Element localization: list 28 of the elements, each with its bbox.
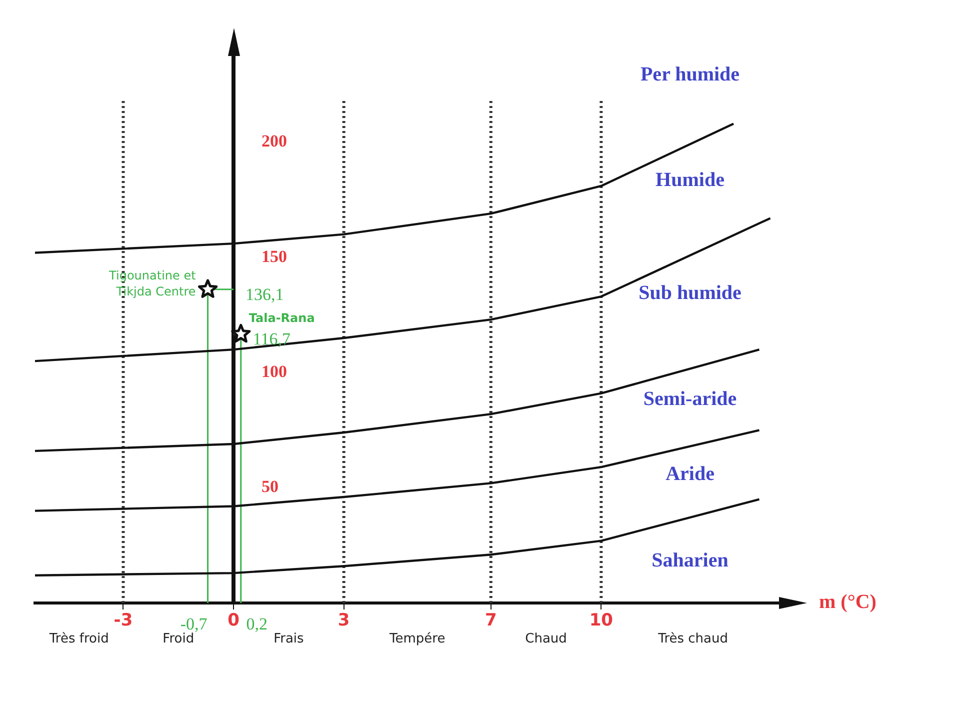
x-tick-label: 3 xyxy=(338,610,350,631)
annotation: 0,2 xyxy=(246,614,268,634)
x-tick-label: 10 xyxy=(589,610,614,631)
y-tick-label: 100 xyxy=(262,362,288,381)
y-tick-label: 200 xyxy=(262,132,288,151)
text: Tempére xyxy=(388,631,446,646)
series-label: Tala-Rana xyxy=(248,311,315,326)
text: Chaud xyxy=(525,631,567,646)
annotation: Per humide xyxy=(640,63,740,86)
x-tick-label: -3 xyxy=(114,610,133,631)
y-tick-label: 50 xyxy=(262,477,279,496)
y-tick-label: 150 xyxy=(262,246,288,266)
data-label: 136,1 xyxy=(246,284,284,304)
text: Froid xyxy=(162,631,194,646)
x-tick-label: 0 xyxy=(228,610,240,631)
annotation: Semi-aride xyxy=(643,388,737,410)
annotation: Humide xyxy=(656,169,725,192)
annotation: Saharien xyxy=(652,549,728,572)
annotation: -0,7 xyxy=(180,614,208,634)
text: Frais xyxy=(274,631,304,646)
data-label: 116,7 xyxy=(252,330,291,349)
series-label: Tigounatine et Tikjda Centre xyxy=(108,268,196,298)
annotation: Sub humide xyxy=(638,282,742,304)
x-axis-title: m (°C) xyxy=(819,591,876,614)
x-tick-label: 7 xyxy=(484,610,497,631)
text: Très chaud xyxy=(657,631,728,646)
annotation: Aride xyxy=(666,462,715,485)
text: Très froid xyxy=(48,631,109,646)
